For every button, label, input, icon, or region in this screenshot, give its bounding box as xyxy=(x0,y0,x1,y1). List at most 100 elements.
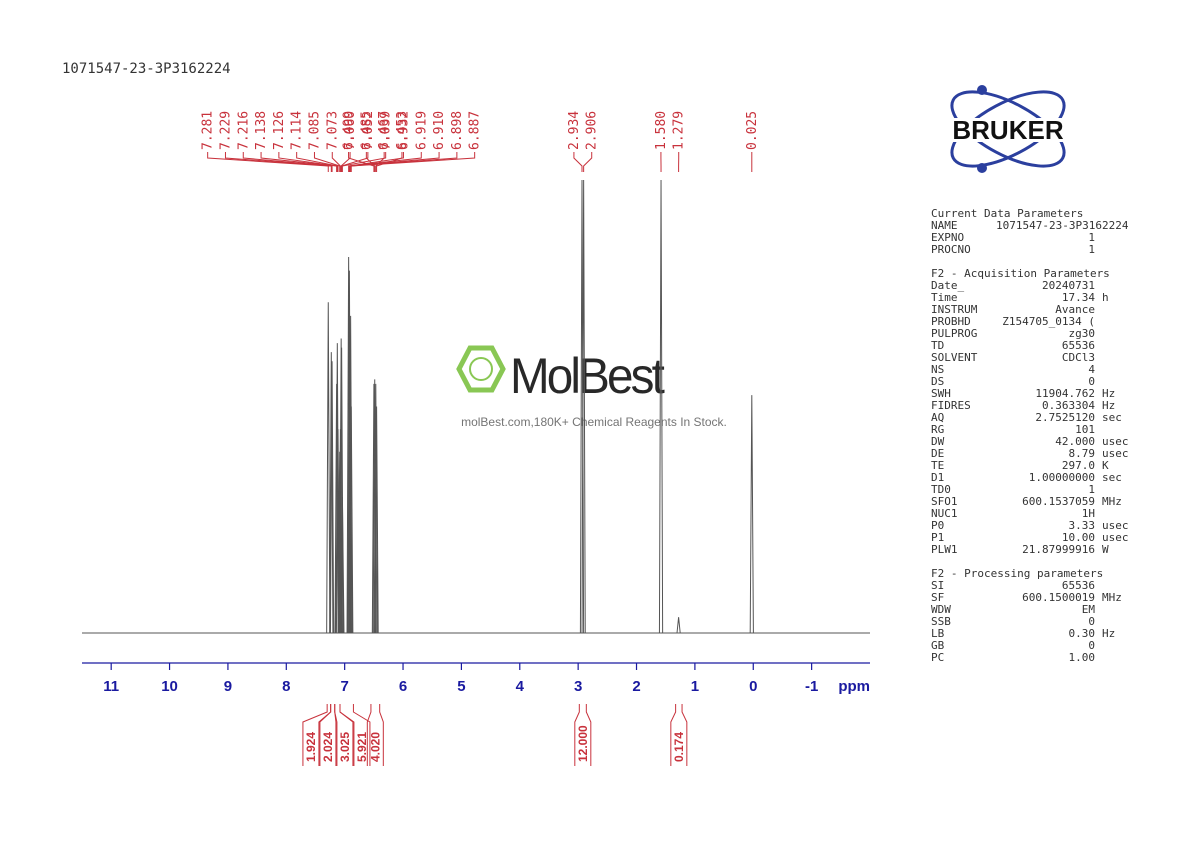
peak-pointer xyxy=(350,152,476,172)
param-key: TD0 xyxy=(931,483,951,496)
param-key: LB xyxy=(931,627,945,640)
peak xyxy=(374,406,379,634)
peak-label: 7.138 xyxy=(254,111,269,150)
param-value: 65536 xyxy=(1062,339,1095,352)
param-unit: Hz xyxy=(1102,399,1115,412)
peak xyxy=(749,395,754,634)
peak-pointer xyxy=(348,152,375,172)
x-tick-label: 10 xyxy=(161,678,178,695)
param-unit: Hz xyxy=(1102,627,1115,640)
watermark-icon xyxy=(469,357,493,381)
param-value: 1.00 xyxy=(1069,651,1096,664)
logo-backdrop xyxy=(924,118,1092,142)
param-key: SI xyxy=(931,579,944,592)
logo-text: BRUKER xyxy=(952,115,1063,145)
peak-label: 6.453 xyxy=(395,111,410,150)
logo-orbit xyxy=(950,90,1066,168)
x-tick-label: 8 xyxy=(282,678,290,695)
peak-label: 0.025 xyxy=(745,111,760,150)
param-key: P1 xyxy=(931,531,944,544)
integral-label: 0.174 xyxy=(672,732,686,762)
peak xyxy=(581,179,586,634)
header: 1071547-23-3P3162224 xyxy=(62,61,231,77)
peak-label: 7.216 xyxy=(236,111,251,150)
param-unit: sec xyxy=(1102,471,1122,484)
param-value: 0 xyxy=(1088,639,1095,652)
param-key: RG xyxy=(931,423,944,436)
peak-label: 7.229 xyxy=(218,111,233,150)
integral-label: 1.924 xyxy=(304,732,318,762)
param-value: 600.1500019 xyxy=(1022,591,1095,604)
param-key: DW xyxy=(931,435,945,448)
integral-label: 4.020 xyxy=(368,732,382,762)
param-value: 0 xyxy=(1088,375,1095,388)
param-value: 1 xyxy=(1088,231,1095,244)
x-axis-label: ppm xyxy=(838,678,870,695)
peak-label: 6.485 xyxy=(359,111,374,150)
param-value: 1H xyxy=(1082,507,1095,520)
param-unit: MHz xyxy=(1102,495,1122,508)
param-value: EM xyxy=(1082,603,1096,616)
peak-pointer xyxy=(278,152,338,172)
x-tick-label: 2 xyxy=(632,678,640,695)
param-unit: usec xyxy=(1102,519,1129,532)
param-key: SSB xyxy=(931,615,951,628)
logo-orbit xyxy=(950,90,1066,168)
peak xyxy=(658,179,664,634)
param-key: TD xyxy=(931,339,944,352)
param-key: DS xyxy=(931,375,944,388)
peak-pointer xyxy=(375,152,385,172)
integral-label: 2.024 xyxy=(321,732,335,762)
x-tick-label: 3 xyxy=(574,678,582,695)
param-value: 10.00 xyxy=(1062,531,1095,544)
peak-pointer xyxy=(341,152,369,172)
peak-label: 7.085 xyxy=(307,111,322,150)
param-unit: usec xyxy=(1102,447,1129,460)
peak-pointer xyxy=(376,152,403,172)
param-unit: MHz xyxy=(1102,591,1122,604)
peak xyxy=(329,361,335,634)
peak-pointer xyxy=(348,152,404,172)
peak-label: 7.052 xyxy=(361,111,376,150)
param-value: 2.7525120 xyxy=(1035,411,1095,424)
param-key: FIDRES xyxy=(931,399,971,412)
peak-label: 1.279 xyxy=(672,111,687,150)
watermark-tagline: molBest.com,180K+ Chemical Reagents In S… xyxy=(461,415,727,429)
watermark-icon xyxy=(456,345,506,393)
param-value: 101 xyxy=(1075,423,1095,436)
param-key: SOLVENT xyxy=(931,351,978,364)
peak-pointer xyxy=(583,152,593,172)
param-key: NUC1 xyxy=(931,507,958,520)
param-key: SFO1 xyxy=(931,495,958,508)
integral-label: 3.025 xyxy=(338,732,352,762)
param-value: 0.30 xyxy=(1069,627,1096,640)
peak-label: 6.898 xyxy=(450,111,465,150)
param-unit: usec xyxy=(1102,531,1129,544)
x-tick-label: 6 xyxy=(399,678,407,695)
param-value: 65536 xyxy=(1062,579,1095,592)
param-value: 600.1537059 xyxy=(1022,495,1095,508)
param-value: 21.87999916 xyxy=(1022,543,1095,556)
integral xyxy=(339,704,371,766)
param-value: 20240731 xyxy=(1042,279,1095,292)
x-tick-label: 0 xyxy=(749,678,757,695)
peak-pointer xyxy=(207,152,329,172)
param-key: Time xyxy=(931,291,958,304)
param-key: PC xyxy=(931,651,944,664)
peak-label: 7.073 xyxy=(325,111,340,150)
param-unit: h xyxy=(1102,291,1109,304)
peak-label: 7.114 xyxy=(290,111,305,150)
param-key: NS xyxy=(931,363,944,376)
param-section-title: F2 - Acquisition Parameters xyxy=(931,267,1110,280)
param-unit: sec xyxy=(1102,411,1122,424)
x-tick-label: 5 xyxy=(457,678,465,695)
bruker-logo: BRUKER xyxy=(924,85,1092,173)
peak-label: 6.467 xyxy=(377,111,392,150)
peak-pointer xyxy=(331,152,341,172)
x-tick-label: 1 xyxy=(691,678,699,695)
watermark: MolBest molBest.com,180K+ Chemical Reage… xyxy=(456,345,727,429)
peak-label: 6.887 xyxy=(468,111,483,150)
param-value: Z154705_0134 ( xyxy=(1002,315,1095,328)
peak xyxy=(329,352,334,634)
param-value: CDCl3 xyxy=(1062,351,1095,364)
